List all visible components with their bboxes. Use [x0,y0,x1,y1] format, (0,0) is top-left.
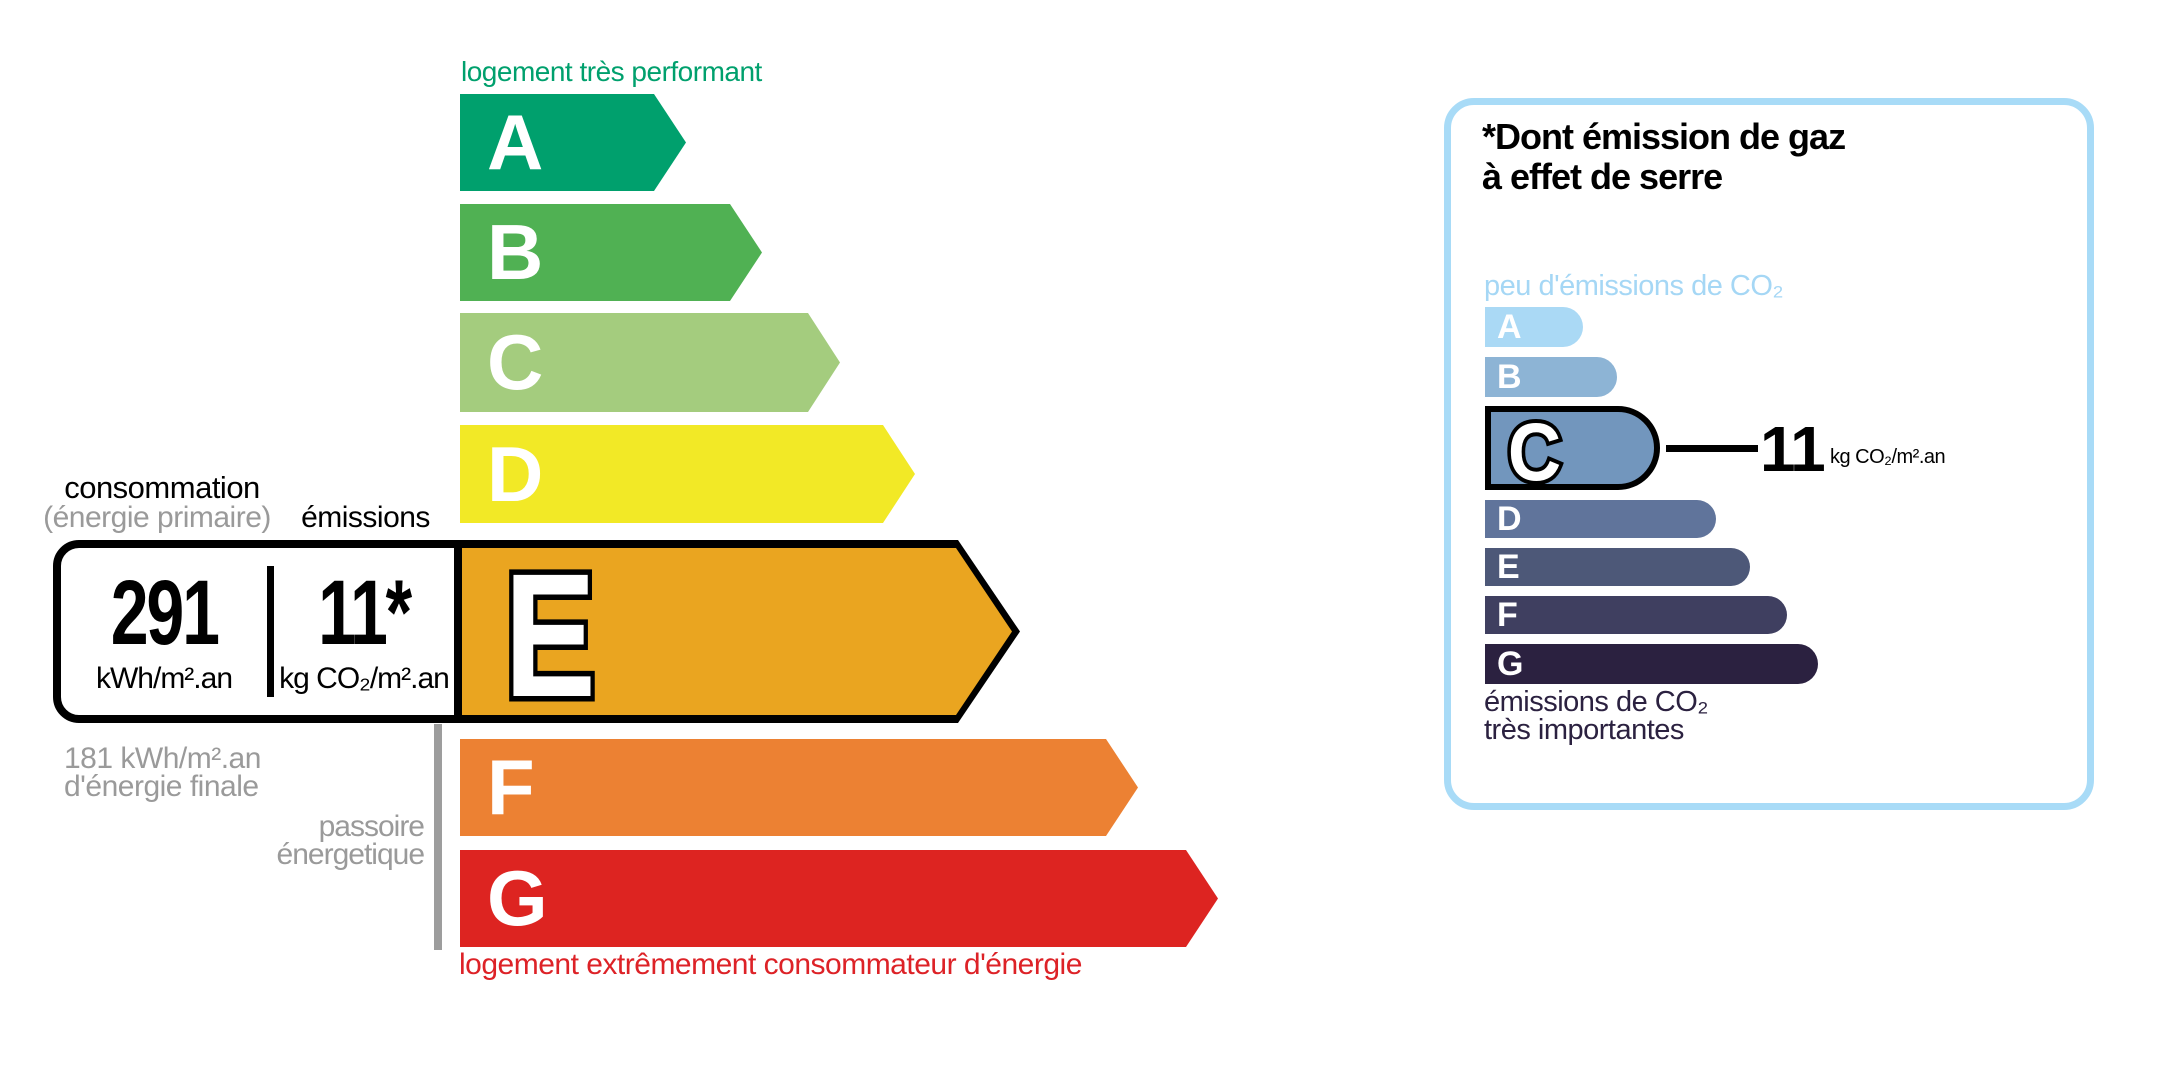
co2-class-letter-D: D [1497,499,1522,538]
co2-callout-value: 11 [1760,413,1826,485]
co2-class-bar-A: A [1485,307,1583,347]
co2-callout-unit: kg CO₂/m².an [1830,446,1946,468]
final-energy-line2: d'énergie finale [64,770,259,803]
co2-class-bar-E: E [1485,548,1750,586]
co2-class-bar-C-current [1485,406,1660,490]
co2-class-letter-B: B [1497,357,1522,396]
energy-class-bar-F: F [460,739,1138,836]
co2-unit: kg CO₂/m².an [279,662,450,695]
co2-class-letter-F: F [1497,595,1518,634]
co2-class-bar-D: D [1485,500,1716,538]
consumption-header: consommation [64,470,260,505]
energy-class-letter-G: G [487,854,548,942]
emissions-header: émissions [301,501,430,534]
final-energy-line1: 181 kWh/m².an [64,742,261,775]
co2-high-emissions-line1: émissions de CO₂ [1484,686,1709,718]
co2-class-letter-A: A [1497,307,1522,346]
current-grade-letter-E: E [499,562,600,706]
co2-low-emissions-label: peu d'émissions de CO₂ [1484,270,1784,302]
co2-panel-title-line2: à effet de serre [1482,156,1723,197]
co2-high-emissions-line2: très importantes [1484,714,1684,746]
energy-class-letter-F: F [487,743,535,831]
energy-sieve-line1: passoire [318,810,425,843]
energy-unit: kWh/m².an [95,662,233,695]
co2-panel-title-line1: *Dont émission de gaz [1482,116,1846,157]
svg-text:E: E [504,562,596,706]
energy-class-arrow-E [454,540,1020,723]
energy-sieve-marker-bar [434,724,442,950]
energy-class-letter-D: D [487,429,544,518]
value-box: 291 kWh/m².an 11* kg CO₂/m².an [53,540,462,723]
primary-energy-subheader: (énergie primaire) [43,501,271,534]
co2-value-cell: 11* kg CO₂/m².an [274,548,454,715]
energy-class-bar-D: D [460,425,915,523]
energy-class-bar-G: G [460,850,1218,947]
value-box-divider [267,566,274,697]
energy-class-letter-C: C [487,318,544,406]
energy-class-bar-C: C [460,313,840,412]
energy-class-letter-A: A [487,98,544,186]
co2-class-bar-G: G [1485,644,1818,684]
co2-callout-line [1666,445,1758,452]
current-co2-grade-letter-C: C [1504,404,1565,494]
energy-sieve-line2: énergetique [276,838,425,871]
energy-class-bar-A: A [460,94,686,191]
energy-value: 291 [110,562,220,664]
energy-class-letter-B: B [487,208,544,296]
top-scale-label: logement très performant [461,56,762,87]
svg-text:C: C [1508,405,1561,494]
energy-class-bar-B: B [460,204,762,301]
bottom-scale-label: logement extrêmement consommateur d'éner… [459,948,1082,981]
energy-value-cell: 291 kWh/m².an [61,548,267,715]
co2-class-bar-F: F [1485,596,1787,634]
co2-class-bar-B: B [1485,357,1617,397]
co2-value: 11* [318,562,412,664]
energy-class-arrow-E-fill [462,548,1012,715]
co2-class-letter-G: G [1497,644,1524,683]
co2-class-letter-E: E [1497,547,1520,586]
